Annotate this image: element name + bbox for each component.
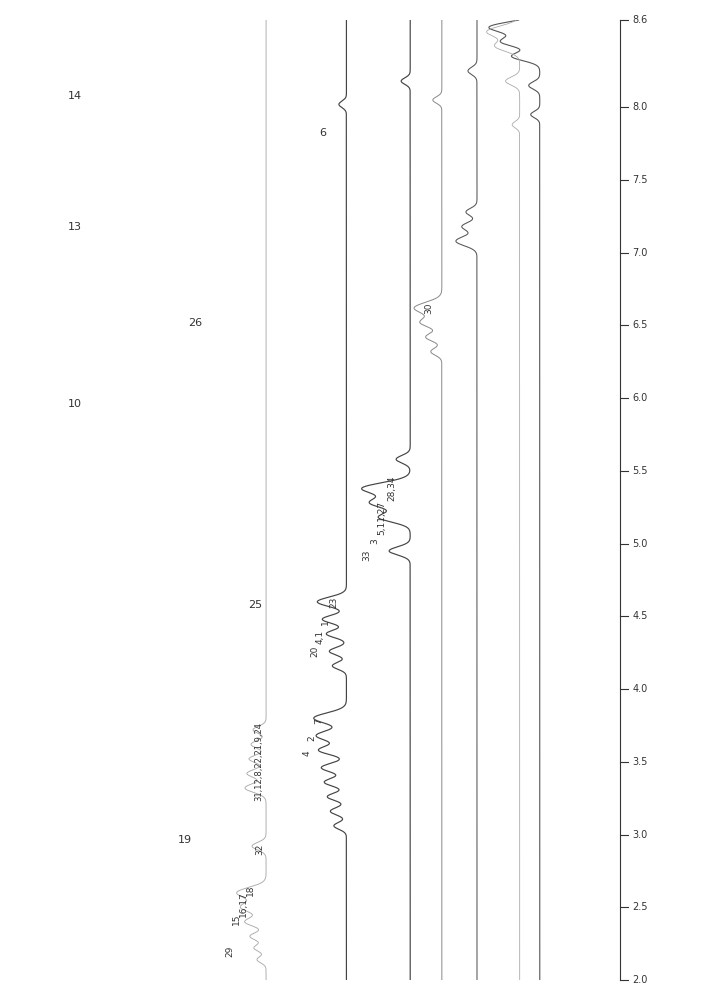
Text: 8.6: 8.6 [633, 15, 648, 25]
Text: 5,11,27: 5,11,27 [378, 500, 387, 535]
Text: 5.0: 5.0 [633, 539, 648, 549]
Text: 4.5: 4.5 [633, 611, 648, 621]
Text: 6: 6 [319, 128, 326, 138]
Text: 25: 25 [248, 600, 263, 610]
Text: 4: 4 [302, 750, 311, 756]
Text: 33: 33 [363, 550, 371, 561]
Text: 5.5: 5.5 [633, 466, 648, 476]
Text: 2.5: 2.5 [633, 902, 648, 912]
Text: 3.0: 3.0 [633, 830, 648, 840]
Text: 4,1: 4,1 [316, 630, 325, 644]
Text: 13: 13 [67, 222, 82, 232]
Text: 31,12,8,22,21,9,24: 31,12,8,22,21,9,24 [255, 722, 263, 801]
Text: 16,17: 16,17 [239, 891, 248, 917]
Text: 23: 23 [329, 596, 338, 608]
Text: 2.0: 2.0 [633, 975, 648, 985]
Text: 7.0: 7.0 [633, 248, 648, 258]
Text: 4.0: 4.0 [633, 684, 648, 694]
Text: 3.5: 3.5 [633, 757, 648, 767]
Text: 7: 7 [314, 718, 323, 724]
Text: 8.0: 8.0 [633, 102, 648, 112]
Text: 29: 29 [226, 945, 234, 957]
Text: 26: 26 [188, 318, 202, 328]
Text: 30: 30 [425, 302, 433, 314]
Text: 20: 20 [311, 646, 320, 657]
Text: 7.5: 7.5 [633, 175, 648, 185]
Text: 19: 19 [178, 835, 192, 845]
Text: 6.5: 6.5 [633, 320, 648, 330]
Text: 6.0: 6.0 [633, 393, 648, 403]
Text: 2: 2 [308, 736, 317, 741]
Text: 28,34: 28,34 [388, 476, 397, 501]
Text: 15: 15 [232, 913, 241, 925]
Text: 18: 18 [246, 884, 254, 896]
Text: 3: 3 [370, 538, 379, 544]
Text: 14: 14 [67, 91, 82, 101]
Text: 1: 1 [321, 619, 330, 625]
Text: 10: 10 [67, 399, 82, 409]
Text: 32: 32 [256, 843, 265, 855]
